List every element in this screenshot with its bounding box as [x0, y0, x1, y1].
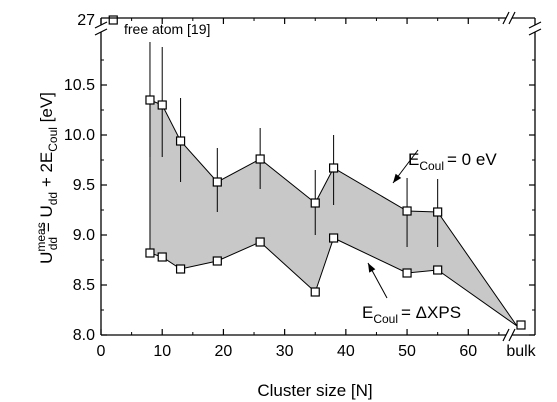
y-axis-title-sub: dd: [46, 237, 60, 250]
x-axis-break-bottom: [508, 328, 516, 342]
lower-series-point: [212, 256, 222, 266]
lower-series-point: [175, 264, 186, 274]
y-axis-title: Umeasdd = Udd + 2ECoul [eV]: [34, 92, 60, 264]
shaded-band: [149, 99, 518, 327]
upper-series-point: [145, 95, 155, 105]
y-axis-break-right: [528, 21, 542, 29]
y-axis-break-left: [94, 28, 108, 36]
x-tick-label: 10: [153, 343, 171, 360]
x-axis-title: Cluster size [N]: [257, 381, 372, 400]
y-axis-break-left: [94, 21, 108, 29]
axes: 8.0 8.5 9.0 9.5 10.0 10.5 27 0 10 20 30 40 50 60 bulk: [64, 11, 542, 360]
arrow-head: [368, 263, 376, 273]
upper-series-point: [433, 207, 443, 217]
y-tick-label: 9.0: [73, 227, 95, 244]
y-tick-label: 8.0: [73, 327, 95, 344]
arrow-ecoul-dxps: [367, 262, 388, 299]
y-axis-title-eq1: = U: [37, 205, 56, 237]
upper-series-point: [329, 163, 339, 173]
x-axis-break-bottom: [502, 328, 510, 342]
y-tick-label: 9.5: [73, 177, 95, 194]
arrow-head: [393, 173, 402, 183]
labels: Cluster size [N] Umeasdd = Udd + 2ECoul …: [34, 21, 497, 400]
x-axis-break-top: [502, 11, 510, 25]
upper-series-point: [255, 154, 265, 164]
x-tick-label: 60: [459, 343, 477, 360]
upper-series-point: [402, 206, 412, 216]
upper-series-point: [212, 177, 222, 187]
lower-series-point: [255, 237, 265, 247]
upper-series-point: [310, 198, 320, 208]
y-tick-label: 10.5: [64, 77, 95, 94]
y-axis-title-eq1-sub: dd: [46, 192, 60, 205]
upper-series-point: [175, 136, 186, 146]
x-tick-label: 0: [97, 343, 106, 360]
free-atom-point: [108, 15, 118, 25]
bulk-point: [516, 320, 526, 330]
y-axis-title-unit: [eV]: [37, 92, 56, 127]
y-tick-label: 10.0: [64, 127, 95, 144]
upper-series-point: [157, 100, 167, 110]
lower-series-point: [433, 265, 443, 275]
x-axis-break-top: [508, 11, 516, 25]
x-tick-label-bulk: bulk: [506, 343, 536, 360]
x-tick-label: 40: [337, 343, 355, 360]
y-axis-title-sup: meas: [34, 222, 48, 251]
arrow-ecoul-zero: [392, 149, 419, 184]
y-tick-label-break: 27: [77, 12, 95, 29]
y-axis-title-eq2: + 2E: [37, 152, 56, 192]
free-atom-label: free atom [19]: [124, 21, 210, 37]
annotation-ecoul-dxps: ECoul = ΔXPS: [362, 303, 461, 326]
y-tick-label: 8.5: [73, 277, 95, 294]
plot-area: [108, 15, 526, 330]
lower-series-point: [402, 268, 412, 278]
lower-series-point: [157, 252, 167, 262]
x-tick-label: 20: [215, 343, 233, 360]
x-tick-label: 50: [398, 343, 416, 360]
lower-series-point: [145, 248, 155, 258]
lower-series-point: [329, 233, 339, 243]
y-axis-title-eq2-sub: Coul: [46, 127, 60, 152]
lower-series-point: [310, 287, 320, 297]
annotation-ecoul-zero: ECoul = 0 eV: [408, 150, 497, 173]
y-axis-title-main: U: [37, 252, 56, 264]
svg-text:Umeasdd = Udd + 2ECoul [eV]: Umeasdd = Udd + 2ECoul [eV]: [34, 92, 60, 264]
y-axis-break-right: [528, 28, 542, 36]
x-tick-label: 30: [276, 343, 294, 360]
